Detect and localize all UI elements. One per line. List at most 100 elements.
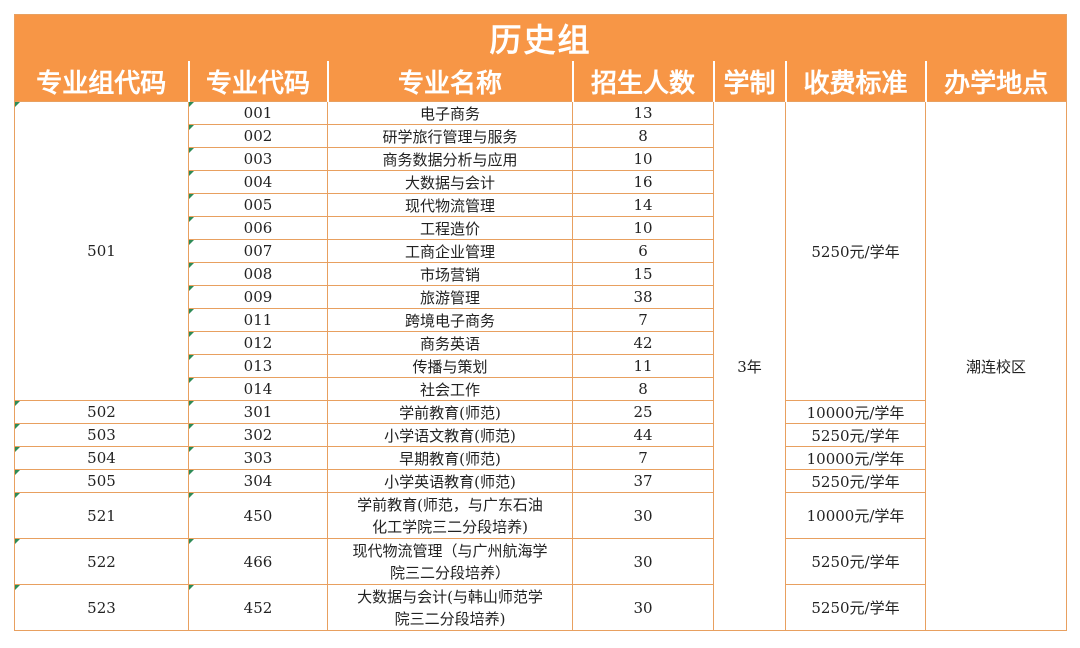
- table-row: 011 跨境电子商务 7: [15, 308, 1067, 332]
- enrollment-cell: 10: [572, 216, 714, 240]
- header-row: 专业组代码 专业代码 专业名称 招生人数 学制 收费标准 办学地点: [14, 61, 1067, 102]
- table-row: 009 旅游管理 38: [15, 285, 1067, 309]
- major-code-cell: 011: [188, 308, 328, 332]
- enrollment-cell: 30: [572, 492, 714, 539]
- major-name-cell: 旅游管理: [327, 285, 573, 309]
- group-code-cell: 504: [14, 446, 189, 470]
- major-name-cell: 研学旅行管理与服务: [327, 124, 573, 148]
- table-row: 505 304 小学英语教育(师范) 37 5250元/学年: [14, 469, 1067, 493]
- table-row: 501 001 电子商务 13 3年 5250元/学年 潮连校区: [14, 101, 1068, 631]
- table-row: 503 302 小学语文教育(师范) 44 5250元/学年: [14, 423, 1067, 447]
- major-code-cell: 007: [188, 239, 328, 263]
- group-code-cell: 505: [14, 469, 189, 493]
- major-code-cell: 466: [188, 538, 328, 585]
- major-code-cell: 452: [188, 584, 328, 631]
- major-name-line: 大数据与会计(与韩山师范学: [357, 587, 543, 606]
- major-name-cell: 学前教育(师范): [327, 400, 573, 424]
- enrollment-cell: 13: [572, 101, 714, 125]
- major-code-cell: 004: [188, 170, 328, 194]
- major-name-line: 院三二分段培养): [394, 609, 506, 628]
- location-cell: 潮连校区: [924, 101, 1068, 631]
- major-code-cell: 302: [188, 423, 328, 447]
- enrollment-cell: 30: [572, 584, 714, 631]
- title-row: 历史组: [14, 14, 1067, 61]
- enrollment-cell: 6: [572, 239, 714, 263]
- fee-cell: 10000元/学年: [785, 446, 926, 470]
- major-code-cell: 009: [188, 285, 328, 309]
- major-name-cell: 小学英语教育(师范): [327, 469, 573, 493]
- enrollment-cell: 44: [572, 423, 714, 447]
- major-name-line: 现代物流管理（与广州航海学: [352, 541, 548, 560]
- major-name-cell: 商务数据分析与应用: [327, 147, 573, 171]
- major-name-cell: 大数据与会计: [327, 170, 573, 194]
- header-duration: 学制: [712, 61, 786, 102]
- table-row: 007 工商企业管理 6: [15, 239, 1067, 263]
- major-code-cell: 014: [188, 377, 328, 401]
- enrollment-cell: 11: [572, 354, 714, 378]
- major-name-line: 化工学院三二分段培养): [372, 517, 528, 536]
- table-title: 历史组: [14, 14, 1067, 61]
- enrollment-cell: 30: [572, 538, 714, 585]
- fee-cell: 10000元/学年: [785, 400, 926, 424]
- table-row: 008 市场营销 15: [15, 262, 1067, 286]
- table-row: 521 450 学前教育(师范，与广东石油 化工学院三二分段培养) 30 100…: [14, 492, 1067, 539]
- header-major-name: 专业名称: [326, 61, 573, 102]
- major-name-cell: 现代物流管理（与广州航海学 院三二分段培养）: [327, 538, 573, 585]
- major-code-cell: 008: [188, 262, 328, 286]
- header-major-code: 专业代码: [187, 61, 328, 102]
- fee-cell: 5250元/学年: [785, 584, 926, 631]
- major-code-cell: 005: [188, 193, 328, 217]
- major-code-cell: 012: [188, 331, 328, 355]
- table-row: 522 466 现代物流管理（与广州航海学 院三二分段培养） 30 5250元/…: [14, 538, 1067, 585]
- major-code-cell: 450: [188, 492, 328, 539]
- table-row: 523 452 大数据与会计(与韩山师范学 院三二分段培养) 30 5250元/…: [14, 584, 1067, 631]
- duration-cell: 3年: [713, 101, 786, 631]
- header-enrollment: 招生人数: [571, 61, 714, 102]
- major-name-cell: 现代物流管理: [327, 193, 573, 217]
- fee-cell: 5250元/学年: [785, 538, 926, 585]
- header-group-code: 专业组代码: [14, 61, 189, 102]
- header-fee: 收费标准: [784, 61, 926, 102]
- major-name-cell: 工程造价: [327, 216, 573, 240]
- table-row: 005 现代物流管理 14: [15, 193, 1067, 217]
- enrollment-cell: 16: [572, 170, 714, 194]
- major-name-cell: 跨境电子商务: [327, 308, 573, 332]
- table-row: 004 大数据与会计 16: [15, 170, 1067, 194]
- group-code-cell: 523: [14, 584, 189, 631]
- enrollment-cell: 10: [572, 147, 714, 171]
- table-row: 012 商务英语 42: [15, 331, 1067, 355]
- enrollment-cell: 7: [572, 446, 714, 470]
- major-code-cell: 301: [188, 400, 328, 424]
- major-name-cell: 社会工作: [327, 377, 573, 401]
- major-name-cell: 市场营销: [327, 262, 573, 286]
- fee-cell: 5250元/学年: [785, 423, 926, 447]
- fee-cell: 10000元/学年: [785, 492, 926, 539]
- table-row: 504 303 早期教育(师范) 7 10000元/学年: [14, 446, 1067, 470]
- major-name-cell: 学前教育(师范，与广东石油 化工学院三二分段培养): [327, 492, 573, 539]
- group-code-cell: 502: [14, 400, 189, 424]
- enrollment-cell: 42: [572, 331, 714, 355]
- enrollment-cell: 25: [572, 400, 714, 424]
- major-name-cell: 大数据与会计(与韩山师范学 院三二分段培养): [327, 584, 573, 631]
- table-row: 002 研学旅行管理与服务 8: [15, 124, 1067, 148]
- admission-table: 历史组 专业组代码 专业代码 专业名称 招生人数 学制 收费标准 办学地点 50…: [14, 14, 1068, 631]
- major-name-cell: 商务英语: [327, 331, 573, 355]
- fee-cell: 5250元/学年: [785, 469, 926, 493]
- enrollment-cell: 8: [572, 377, 714, 401]
- header-location: 办学地点: [924, 61, 1067, 102]
- group-code-cell: 501: [14, 101, 189, 401]
- major-name-cell: 小学语文教育(师范): [327, 423, 573, 447]
- major-name-line: 院三二分段培养）: [389, 563, 510, 582]
- group-code-cell: 503: [14, 423, 189, 447]
- enrollment-cell: 38: [572, 285, 714, 309]
- enrollment-cell: 15: [572, 262, 714, 286]
- major-code-cell: 001: [188, 101, 328, 125]
- major-code-cell: 303: [188, 446, 328, 470]
- major-code-cell: 006: [188, 216, 328, 240]
- enrollment-cell: 8: [572, 124, 714, 148]
- table-row: 006 工程造价 10: [15, 216, 1067, 240]
- major-name-line: 学前教育(师范，与广东石油: [357, 495, 543, 514]
- enrollment-cell: 7: [572, 308, 714, 332]
- major-code-cell: 013: [188, 354, 328, 378]
- major-name-cell: 传播与策划: [327, 354, 573, 378]
